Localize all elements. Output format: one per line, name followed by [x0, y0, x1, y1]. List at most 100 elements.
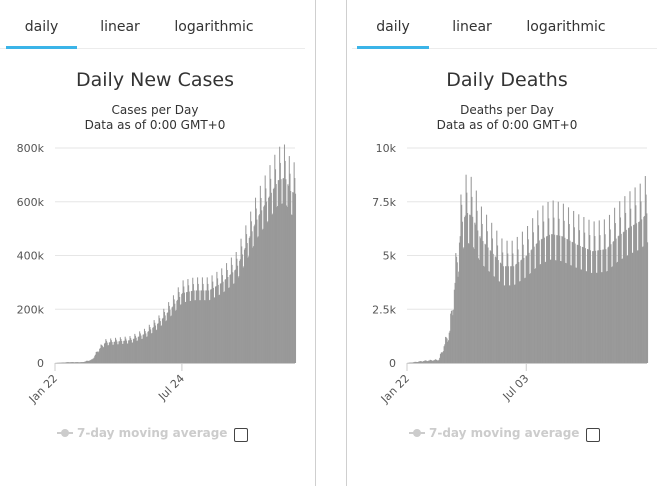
data-bar	[173, 299, 175, 363]
data-bar	[232, 283, 234, 363]
data-bar	[442, 351, 444, 363]
data-bar	[496, 230, 498, 363]
data-bar	[484, 243, 486, 363]
data-bar	[257, 237, 259, 363]
data-bar	[278, 179, 280, 363]
data-bar	[235, 252, 237, 363]
data-bar	[177, 287, 179, 363]
cases-legend[interactable]: 7-day moving average	[57, 424, 227, 442]
data-bar	[132, 338, 134, 363]
data-bar	[87, 360, 89, 363]
data-bar	[481, 223, 483, 363]
data-bar	[603, 249, 605, 363]
data-bar	[115, 337, 117, 363]
data-bar	[188, 285, 190, 363]
data-bar	[600, 272, 602, 363]
data-bar	[196, 290, 198, 363]
tab-logarithmic[interactable]: logarithmic	[174, 19, 254, 35]
tab-daily[interactable]: daily	[357, 0, 429, 49]
data-bar	[91, 359, 93, 363]
data-bar	[529, 273, 532, 363]
tab-daily[interactable]: daily	[6, 0, 77, 49]
data-bar	[90, 360, 92, 363]
data-bar	[457, 276, 459, 363]
data-bar	[547, 201, 549, 363]
data-bar	[199, 300, 201, 363]
data-bar	[112, 344, 114, 363]
data-bar	[203, 290, 205, 363]
data-bar	[231, 264, 233, 363]
data-bar	[513, 266, 515, 363]
tab-linear[interactable]: linear	[452, 19, 492, 35]
data-bar	[495, 257, 497, 363]
data-bar	[92, 358, 94, 363]
data-bar	[233, 283, 235, 363]
data-bar	[254, 224, 256, 363]
data-bar	[611, 266, 613, 363]
data-bar	[277, 206, 279, 363]
data-bar	[70, 362, 72, 363]
data-bar	[207, 283, 209, 363]
data-bar	[110, 340, 112, 363]
data-bar	[83, 362, 85, 363]
data-bar	[611, 267, 613, 363]
data-bar	[587, 249, 589, 363]
data-bar	[554, 260, 556, 363]
data-bar	[521, 259, 523, 363]
data-bar	[208, 300, 210, 363]
data-bar	[535, 268, 537, 363]
data-bar	[415, 361, 417, 363]
data-bar	[647, 242, 649, 363]
y-tick-label: 0	[389, 357, 396, 370]
data-bar	[423, 361, 425, 363]
tab-linear[interactable]: linear	[100, 19, 140, 35]
data-bar	[510, 266, 512, 363]
data-bar	[259, 185, 261, 363]
data-bar	[223, 292, 225, 363]
data-bar	[67, 362, 69, 363]
data-bar	[554, 234, 556, 363]
data-bar	[86, 360, 88, 363]
data-bar	[483, 266, 485, 363]
data-bar	[219, 294, 221, 363]
data-bar	[198, 290, 200, 363]
data-bar	[130, 339, 132, 363]
data-bar	[466, 192, 468, 363]
data-bar	[480, 206, 482, 363]
data-bar	[145, 333, 147, 363]
data-bar	[462, 248, 464, 363]
data-bar	[571, 241, 573, 363]
data-bar	[483, 265, 485, 363]
cases-average-checkbox[interactable]	[234, 428, 248, 442]
data-bar	[131, 342, 133, 363]
data-bar	[263, 206, 265, 363]
deaths-legend[interactable]: 7-day moving average	[409, 424, 579, 442]
data-bar	[580, 269, 582, 363]
data-bar	[439, 357, 441, 363]
deaths-tab-bar: daily linear logarithmic	[352, 0, 657, 49]
chart-title: Daily Deaths	[446, 69, 567, 91]
data-bar	[644, 215, 646, 363]
data-bar	[146, 336, 148, 363]
tab-logarithmic[interactable]: logarithmic	[526, 19, 606, 35]
y-tick-label: 5k	[383, 250, 397, 263]
data-bar	[266, 222, 268, 363]
data-bar	[88, 360, 90, 363]
data-bar	[537, 210, 539, 363]
data-bar	[586, 271, 588, 363]
data-bar	[241, 246, 243, 363]
data-bar	[272, 213, 274, 363]
data-bar	[253, 226, 255, 363]
data-bar	[595, 250, 597, 363]
data-bar	[212, 287, 214, 363]
data-bar	[504, 285, 506, 363]
data-bar	[258, 215, 260, 363]
data-bar	[609, 229, 611, 363]
data-bar	[190, 291, 192, 363]
data-bar	[290, 214, 292, 363]
deaths-average-checkbox[interactable]	[586, 428, 600, 442]
data-bar	[567, 239, 569, 363]
data-bar	[584, 232, 586, 363]
data-bar	[181, 294, 183, 363]
data-bar	[117, 344, 119, 363]
